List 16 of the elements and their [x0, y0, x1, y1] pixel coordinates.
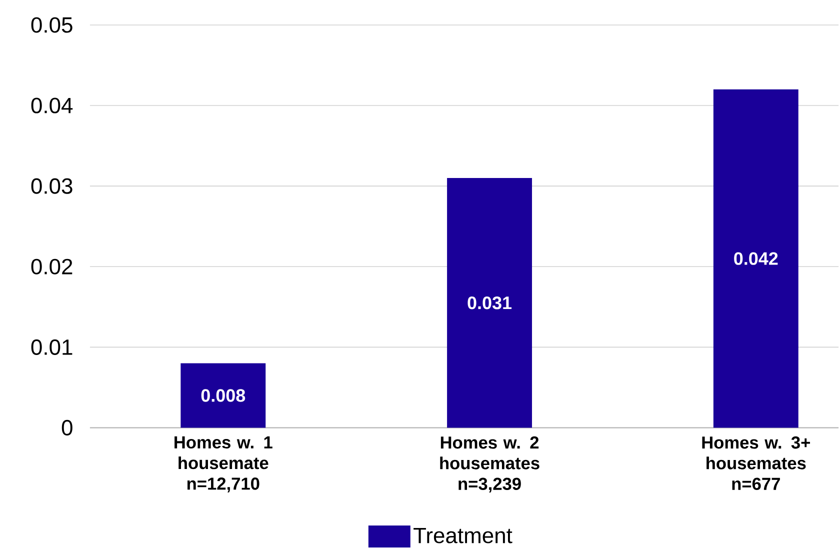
y-tick-label: 0.01 — [31, 340, 72, 356]
data-label: 0.042 — [734, 252, 778, 266]
y-tick-label: 0.04 — [31, 98, 73, 114]
y-tick-label: 0 — [62, 420, 72, 436]
x-tick-label: Homes w. 2 housemates n=3,239 — [440, 436, 540, 493]
bar — [713, 90, 798, 428]
data-label: 0.008 — [201, 389, 246, 402]
data-label: 0.031 — [468, 296, 512, 310]
x-tick-label: Homes w. 1 housemate n=12,710 — [174, 436, 272, 492]
y-tick-label: 0.02 — [31, 259, 72, 275]
bar — [180, 363, 266, 428]
legend-label: Treatment — [414, 528, 512, 544]
x-tick-label: Homes w. 3+ housemates n=677 — [702, 436, 810, 490]
y-tick-label: 0.05 — [31, 17, 72, 33]
y-tick-label: 0.03 — [31, 178, 72, 194]
bar — [447, 178, 532, 428]
